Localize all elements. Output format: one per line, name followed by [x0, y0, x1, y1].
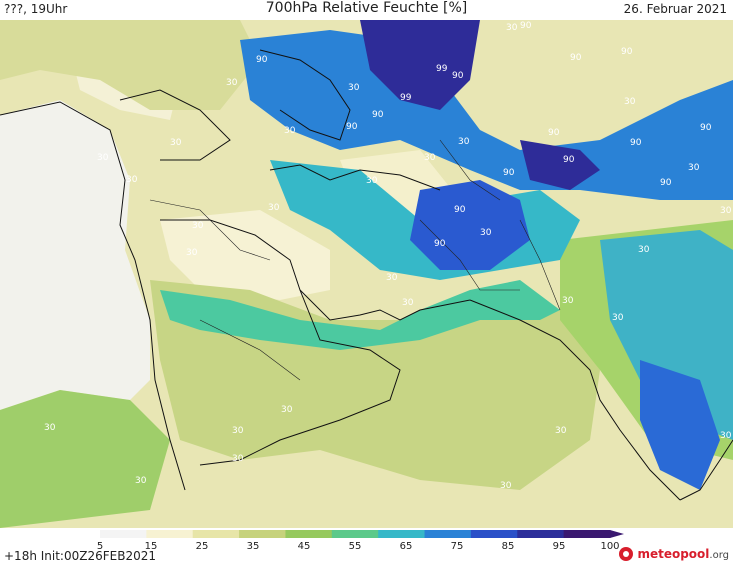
contour-label-30: 30 — [348, 83, 360, 93]
contour-label-30: 30 — [555, 426, 567, 436]
humid-zone-bengal — [640, 360, 720, 490]
color-scale-tick: 100 — [600, 541, 620, 552]
contour-label-30: 30 — [720, 206, 732, 216]
color-scale-tick: 65 — [399, 541, 413, 552]
color-scale-tick: 15 — [144, 541, 158, 552]
contour-label-30: 30 — [232, 454, 244, 464]
contour-label-90: 90 — [570, 53, 582, 63]
color-scale-tick: 5 — [96, 541, 104, 552]
contour-label-30: 30 — [186, 248, 198, 258]
color-scale-segment — [424, 530, 472, 538]
model-run-label: +18h Init:00Z26FEB2021 — [4, 549, 156, 563]
contour-label-30: 30 — [500, 481, 512, 491]
color-scale-tick: 95 — [552, 541, 566, 552]
color-scale-tick: 45 — [297, 541, 311, 552]
country-borders — [149, 139, 561, 381]
contour-label-30: 30 — [612, 313, 624, 323]
color-scale-segment — [331, 530, 379, 538]
contour-label-90: 90 — [454, 205, 466, 215]
contour-label-30: 30 — [170, 138, 182, 148]
date-label: 26. Februar 2021 — [623, 2, 727, 16]
contour-label-99: 99 — [436, 64, 448, 74]
moist-zone-balkans — [0, 20, 260, 110]
color-scale-tick: 25 — [195, 541, 209, 552]
humid-zone-caspian — [240, 30, 733, 200]
contour-label-30: 30 — [126, 175, 138, 185]
contour-label-30: 30 — [480, 228, 492, 238]
contour-label-90: 90 — [256, 55, 268, 65]
contour-label-30: 30 — [386, 273, 398, 283]
header: ???, 19Uhr 700hPa Relative Feuchte [%] 2… — [0, 0, 733, 20]
color-scale-segment — [470, 530, 518, 538]
contour-label-90: 90 — [630, 138, 642, 148]
contour-label-99: 99 — [400, 93, 412, 103]
color-scale-segment — [100, 530, 147, 538]
contour-label-30: 30 — [624, 97, 636, 107]
contour-label-30: 30 — [135, 476, 147, 486]
contour-label-30: 30 — [424, 153, 436, 163]
contour-label-90: 90 — [434, 239, 446, 249]
contour-label-90: 90 — [503, 168, 515, 178]
color-scale-segment — [285, 530, 333, 538]
contour-label-30: 30 — [44, 423, 56, 433]
contour-label-90: 90 — [346, 122, 358, 132]
chart-title: 700hPa Relative Feuchte [%] — [265, 0, 468, 16]
color-scale — [100, 528, 630, 540]
color-scale-tick: 55 — [348, 541, 362, 552]
coastlines — [0, 49, 733, 501]
contour-label-90: 90 — [700, 123, 712, 133]
contour-label-30: 30 — [688, 163, 700, 173]
contour-label-30: 30 — [226, 78, 238, 88]
valid-time-label: ???, 19Uhr — [4, 2, 68, 16]
color-scale-arrow — [610, 530, 624, 538]
contour-label-30: 30 — [268, 203, 280, 213]
contour-label-90: 90 — [548, 128, 560, 138]
contour-label-30: 30 — [402, 298, 414, 308]
contour-label-90: 90 — [563, 155, 575, 165]
saturated-zone-east — [520, 140, 600, 190]
color-scale-bar — [100, 530, 624, 538]
contour-label-30: 30 — [192, 221, 204, 231]
contour-label-30: 30 — [281, 405, 293, 415]
logo-tld: .org — [709, 550, 729, 561]
color-scale-segment — [192, 530, 240, 538]
color-scale-segment — [517, 530, 565, 538]
contour-labels-30: 30 30 30 30 30 30 30 30 30 30 30 30 30 3… — [44, 23, 732, 491]
contour-labels-90: 90 90 90 90 90 90 90 90 90 90 90 90 90 9… — [256, 21, 712, 249]
contour-label-90: 90 — [660, 178, 672, 188]
contour-label-90: 90 — [372, 110, 384, 120]
color-scale-segment — [378, 530, 426, 538]
contour-labels-99: 99 99 — [400, 64, 448, 103]
humidity-map: 30 30 30 30 30 30 30 30 30 30 30 30 30 3… — [0, 20, 733, 528]
dry-zone-arabia-north — [160, 210, 330, 300]
map-canvas: 30 30 30 30 30 30 30 30 30 30 30 30 30 3… — [0, 20, 733, 528]
contour-label-30: 30 — [366, 176, 378, 186]
color-scale-segment — [563, 530, 611, 538]
contour-label-30: 30 — [638, 245, 650, 255]
humid-zone-afghan — [410, 180, 530, 270]
color-scale-segment — [239, 530, 286, 538]
contour-label-30: 30 — [720, 431, 732, 441]
color-scale-tick: 85 — [501, 541, 515, 552]
moist-zone-africa-south — [0, 390, 170, 528]
meteopool-logo-icon — [619, 547, 634, 561]
color-scale-segment — [146, 530, 194, 538]
color-scale-labels: 5 15 25 35 45 55 65 75 85 95 100 — [96, 541, 630, 555]
humid-band-arabia — [160, 280, 560, 350]
contour-label-30: 30 — [284, 126, 296, 136]
contour-label-30: 30 — [232, 426, 244, 436]
meteopool-logo[interactable]: meteopool.org — [619, 545, 729, 563]
contour-label-90: 90 — [520, 21, 532, 31]
contour-label-30: 30 — [506, 23, 518, 33]
contour-label-30: 30 — [562, 296, 574, 306]
contour-label-90: 90 — [452, 71, 464, 81]
contour-label-30: 30 — [458, 137, 470, 147]
contour-label-30: 30 — [97, 153, 109, 163]
color-scale-tick: 75 — [450, 541, 464, 552]
dry-zone-africa — [0, 100, 150, 410]
saturated-zone-north — [360, 20, 480, 110]
color-scale-tick: 35 — [246, 541, 260, 552]
logo-text: meteopool — [637, 547, 710, 561]
contour-label-90: 90 — [621, 47, 633, 57]
